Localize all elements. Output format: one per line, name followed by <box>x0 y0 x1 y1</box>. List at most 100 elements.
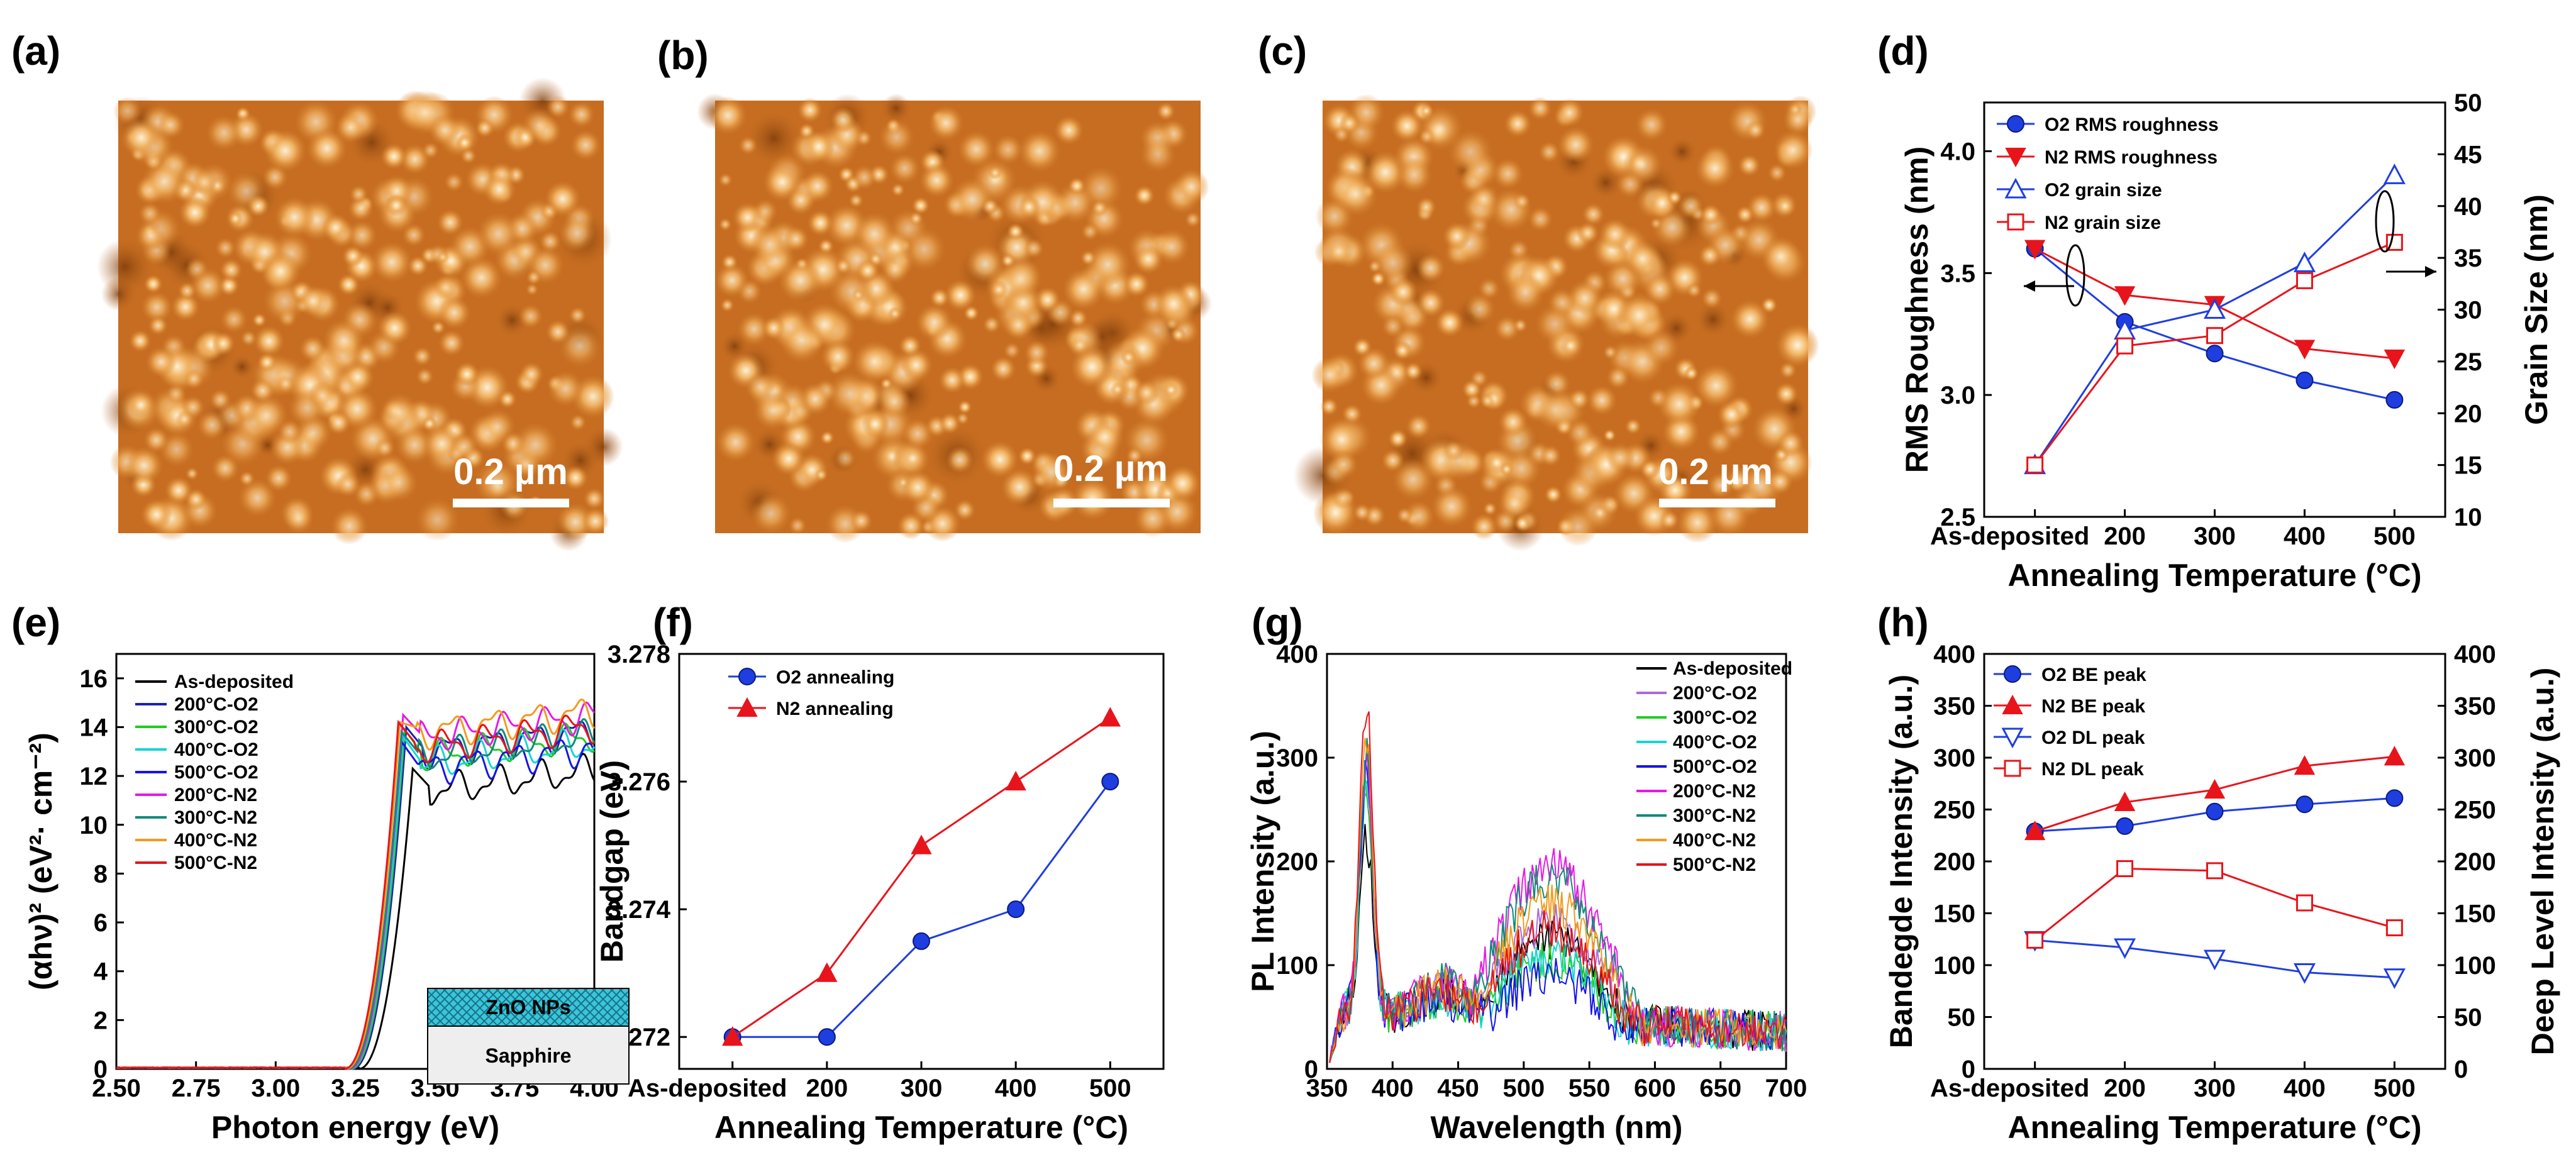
afm-grain <box>455 133 474 152</box>
e-x-tick-label: 2.50 <box>92 1075 141 1102</box>
data-point <box>2385 390 2404 409</box>
e-y-axis-label: (αhν)² (eV²· cm⁻²) <box>23 732 58 990</box>
h-y-tick-label: 50 <box>1948 1004 1976 1032</box>
h-y2-tick-label: 400 <box>2454 641 2496 668</box>
afm-grain <box>1070 345 1114 389</box>
e-y-tick-label: 4 <box>94 958 108 986</box>
legend-entry: 300°C-O2 <box>1673 707 1757 728</box>
afm-grain <box>569 306 587 324</box>
afm-grain <box>880 377 893 390</box>
afm-grain <box>1055 182 1096 223</box>
afm-grain <box>834 448 857 470</box>
d-y2-tick-label: 25 <box>2454 348 2482 376</box>
afm-grain <box>1544 485 1562 504</box>
h-y-tick-label: 150 <box>1933 900 1975 928</box>
right-axis-arrowhead <box>2425 266 2436 277</box>
spectrum-line-8 <box>116 714 595 1070</box>
afm-grain <box>1659 510 1679 530</box>
h-y-tick-label: 250 <box>1933 797 1975 824</box>
afm-grain <box>349 185 368 204</box>
afm-grain <box>1498 487 1531 521</box>
afm-grain <box>718 218 732 231</box>
afm-grain <box>433 275 458 300</box>
afm-grain <box>321 213 350 242</box>
legend-entry: 500°C-O2 <box>174 762 258 783</box>
afm-grain <box>732 202 763 233</box>
afm-grain <box>138 202 162 225</box>
h-x-tick-label: As-deposited <box>1930 1075 2089 1102</box>
afm-grain <box>897 476 910 489</box>
afm-grain <box>454 362 480 387</box>
legend-entry: 300°C-N2 <box>174 807 257 828</box>
afm-grain <box>1667 190 1682 206</box>
afm-grain <box>1017 195 1041 219</box>
afm-grain <box>1085 417 1124 456</box>
inset-sapphire-label: Sapphire <box>486 1044 572 1067</box>
afm-grain <box>450 432 479 461</box>
afm-grain <box>1479 393 1496 409</box>
data-point <box>2206 862 2223 880</box>
afm-grain <box>789 516 807 535</box>
afm-grain <box>958 131 995 168</box>
panel-label-f: (f) <box>653 600 693 645</box>
afm-grain <box>1730 299 1770 339</box>
data-point <box>2384 350 2406 370</box>
afm-grain <box>1391 109 1424 143</box>
afm-image-c: 0.2 µm <box>1293 94 1819 552</box>
left-axis-arrowhead <box>2024 280 2035 292</box>
afm-grain <box>422 416 437 431</box>
afm-grain <box>1599 218 1631 251</box>
afm-grain <box>1435 308 1464 338</box>
afm-grain <box>1678 193 1704 219</box>
afm-grain <box>228 211 243 226</box>
afm-grain <box>1568 388 1590 411</box>
afm-grain <box>1501 448 1541 489</box>
d-y2-tick-label: 15 <box>2454 452 2482 480</box>
afm-grain <box>1623 239 1662 278</box>
f-x-tick-label: 300 <box>901 1075 943 1102</box>
afm-grain <box>250 378 275 403</box>
h-x-axis-label: Annealing Temperature (°C) <box>2007 1110 2421 1145</box>
afm-grain <box>371 241 413 283</box>
h-x-tick-label: 300 <box>2194 1075 2236 1102</box>
afm-grain <box>570 130 601 161</box>
afm-grain <box>1483 502 1497 516</box>
afm-pit <box>881 93 911 123</box>
afm-grain <box>1085 241 1131 287</box>
afm-grain <box>1126 447 1143 465</box>
h-y-axis-label: Bandegde Intensity (a.u.) <box>1884 675 1919 1049</box>
afm-grain <box>265 465 292 492</box>
afm-grain <box>211 454 240 482</box>
afm-grain <box>750 493 791 534</box>
afm-grain <box>1329 450 1358 479</box>
afm-grain <box>1381 314 1405 338</box>
afm-grain <box>436 250 450 264</box>
g-x-tick-label: 500 <box>1502 1075 1545 1102</box>
legend-marker <box>2007 115 2024 133</box>
afm-grain <box>545 319 570 345</box>
afm-grain <box>1416 288 1445 318</box>
data-point <box>2114 938 2136 959</box>
afm-grain <box>954 499 976 521</box>
f-x-tick-label: 200 <box>806 1075 848 1102</box>
chart-g: 0 100 200 300 400 350 400 450 500 550 600 650 700 Wav… <box>1245 641 1807 1145</box>
afm-grain <box>323 319 365 362</box>
afm-grain <box>326 410 351 435</box>
afm-grain <box>1657 382 1701 426</box>
afm-grain <box>1504 110 1532 138</box>
e-x-tick-label: 2.75 <box>172 1075 221 1102</box>
afm-grain <box>1528 96 1552 121</box>
afm-grain <box>215 237 236 258</box>
afm-grain <box>143 427 169 453</box>
legend-entry: 400°C-O2 <box>174 739 258 760</box>
afm-grain <box>1091 199 1108 217</box>
afm-grain <box>1557 126 1594 163</box>
g-x-tick-label: 550 <box>1568 1075 1611 1102</box>
afm-grain <box>1616 292 1662 338</box>
afm-grain <box>1052 472 1070 489</box>
legend-entry: 300°C-N2 <box>1673 805 1756 826</box>
data-point <box>2024 821 2046 841</box>
e-y-tick-label: 2 <box>94 1007 108 1034</box>
afm-grain <box>569 414 587 431</box>
afm-grain <box>981 197 999 215</box>
